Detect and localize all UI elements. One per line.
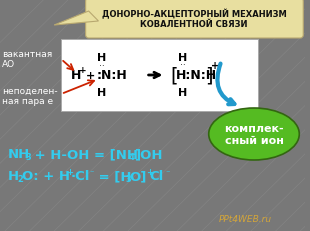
Text: +: + xyxy=(86,71,95,81)
Text: 3: 3 xyxy=(125,175,131,184)
Text: ··: ·· xyxy=(180,61,186,70)
Text: ]OH: ]OH xyxy=(134,148,162,161)
FancyBboxPatch shape xyxy=(61,40,258,112)
Text: O]: O] xyxy=(129,170,146,183)
Text: ·Cl: ·Cl xyxy=(71,170,90,183)
Text: H:N:H: H:N:H xyxy=(176,69,217,82)
Text: H: H xyxy=(97,88,106,97)
Text: +: + xyxy=(79,66,86,75)
Text: PPt4WEB.ru: PPt4WEB.ru xyxy=(219,214,272,223)
Ellipse shape xyxy=(209,109,299,160)
Text: [: [ xyxy=(170,66,178,85)
Text: Cl: Cl xyxy=(150,170,164,183)
Polygon shape xyxy=(54,12,99,26)
Text: +: + xyxy=(66,168,73,177)
Text: ⁻: ⁻ xyxy=(90,168,94,177)
Text: H: H xyxy=(97,53,106,63)
Text: H: H xyxy=(71,69,81,82)
Text: ⁻: ⁻ xyxy=(166,168,170,177)
Text: 3: 3 xyxy=(26,153,31,162)
FancyBboxPatch shape xyxy=(86,0,303,39)
Text: ]: ] xyxy=(205,66,212,85)
Text: ··: ·· xyxy=(99,62,104,71)
Text: + H-OH = [NH: + H-OH = [NH xyxy=(29,148,138,161)
Text: H: H xyxy=(8,170,19,183)
Text: +: + xyxy=(210,61,219,71)
Text: 2: 2 xyxy=(18,175,24,184)
Text: O: + H: O: + H xyxy=(22,170,70,183)
Text: NH: NH xyxy=(8,148,30,161)
Text: вакантная
АО: вакантная АО xyxy=(2,50,52,69)
Text: комплек-
сный ион: комплек- сный ион xyxy=(224,124,284,145)
Text: +: + xyxy=(146,168,153,177)
Text: ДОНОРНО-АКЦЕПТОРНЫЙ МЕХАНИЗМ
КОВАЛЕНТНОЙ СВЯЗИ: ДОНОРНО-АКЦЕПТОРНЫЙ МЕХАНИЗМ КОВАЛЕНТНОЙ… xyxy=(102,9,286,29)
Text: H: H xyxy=(179,88,188,97)
Text: = [H: = [H xyxy=(94,170,131,183)
Text: H: H xyxy=(179,53,188,63)
Text: неподелен-
ная пара е: неподелен- ная пара е xyxy=(2,87,58,106)
Text: :N:H: :N:H xyxy=(96,69,127,82)
Text: 4: 4 xyxy=(129,153,135,162)
